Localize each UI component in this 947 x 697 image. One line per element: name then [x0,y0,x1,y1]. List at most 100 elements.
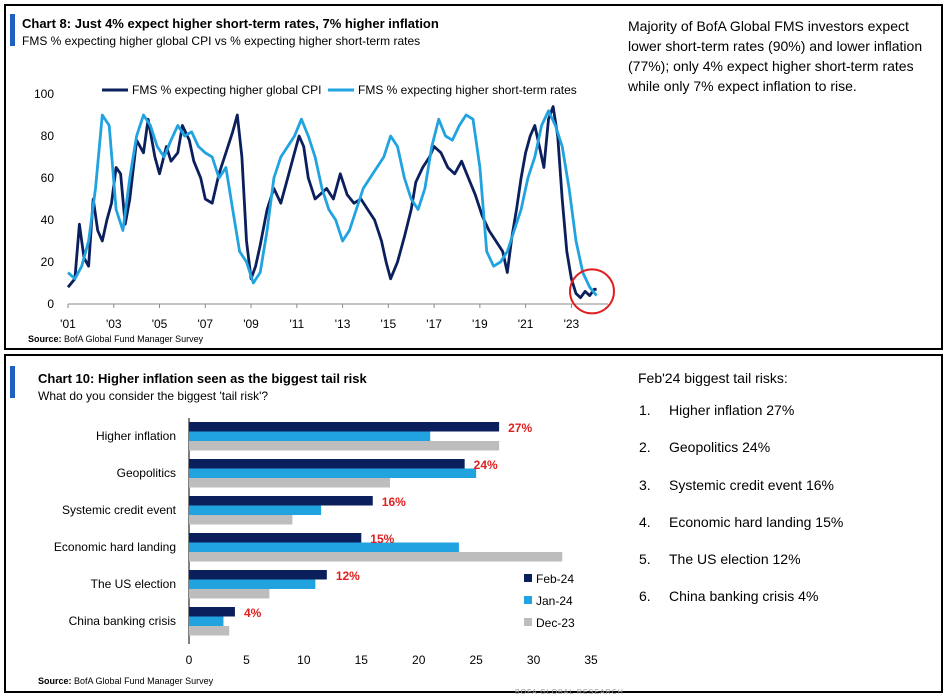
chart8-source: Source: BofA Global Fund Manager Survey [28,334,203,344]
x-tick-label: 30 [527,653,541,667]
tail-risk-item: 4. Economic hard landing 15% [639,514,929,551]
chart10-source: Source: BofA Global Fund Manager Survey [38,676,213,686]
x-tick-label: 20 [412,653,426,667]
highlight-circle [568,268,615,315]
y-tick-label: 40 [41,213,55,227]
category-label: Higher inflation [96,429,176,443]
data-label: 24% [474,458,498,472]
bar-feb-24 [189,422,500,432]
x-tick-label: '13 [335,317,351,331]
tail-risk-item: 2. Geopolitics 24% [639,439,929,476]
bar-dec-23 [189,478,390,488]
x-tick-label: '19 [472,317,488,331]
category-label: China banking crisis [69,614,176,628]
tail-risk-heading: Feb'24 biggest tail risks: [638,370,788,386]
x-tick-label: '23 [564,317,580,331]
bar-jan-24 [189,505,322,515]
bar-feb-24 [189,570,327,580]
x-tick-label: 0 [186,653,193,667]
chart10-title: Chart 10: Higher inflation seen as the b… [38,371,367,386]
x-tick-label: '03 [106,317,122,331]
chart8-source-label: Source: [28,334,62,344]
bar-jan-24 [189,431,431,441]
tail-risk-text: Higher inflation 27% [669,402,795,418]
data-label: 16% [382,495,406,509]
data-label: 4% [244,606,262,620]
x-tick-label: '11 [289,317,304,331]
chart8-commentary: Majority of BofA Global FMS investors ex… [628,18,923,94]
category-label: Economic hard landing [54,540,176,554]
data-label: 12% [336,569,360,583]
chart10-bar-chart: Higher inflation 27% Geopolitics 24% Systemi… [54,418,598,667]
y-tick-label: 20 [41,255,55,269]
chart8-accent-bar [10,14,15,46]
chart10-source-text: BofA Global Fund Manager Survey [74,676,214,686]
tail-risk-text: Economic hard landing 15% [669,513,844,530]
bar-dec-23 [189,441,500,451]
legend-label: Jan-24 [536,594,573,608]
y-tick-label: 0 [47,297,54,311]
legend-label: FMS % expecting higher short-term rates [358,83,577,97]
bar-feb-24 [189,607,235,617]
bar-jan-24 [189,542,459,552]
bar-jan-24 [189,579,316,589]
tail-risk-item: 5. The US election 12% [639,551,929,588]
x-tick-label: '15 [381,317,397,331]
bar-dec-23 [189,589,270,599]
y-tick-label: 60 [41,171,55,185]
x-tick-label: '07 [197,317,213,331]
data-label: 27% [508,421,532,435]
x-tick-label: '21 [518,317,534,331]
x-tick-label: 25 [469,653,483,667]
data-label: 15% [370,532,394,546]
tail-risk-list: 1. Higher inflation 27% 2. Geopolitics 24%… [639,402,929,626]
y-tick-label: 80 [41,129,55,143]
x-tick-label: 15 [355,653,369,667]
chart10-accent-bar [10,366,15,398]
tail-risk-number: 4. [639,513,651,530]
x-tick-label: '09 [243,317,259,331]
tail-risk-text: Systemic credit event 16% [669,476,834,493]
chart8-title: Chart 8: Just 4% expect higher short-ter… [22,16,439,31]
chart8-source-text: BofA Global Fund Manager Survey [64,334,204,344]
chart10-source-label: Source: [38,676,72,686]
x-tick-label: 35 [584,653,598,667]
x-tick-label: '17 [426,317,442,331]
bar-dec-23 [189,552,563,562]
chart10-subtitle: What do you consider the biggest 'tail r… [38,389,269,403]
legend-swatch [524,618,532,626]
legend-swatch [524,574,532,582]
chart8-subtitle: FMS % expecting higher global CPI vs % e… [22,34,421,48]
legend-swatch [524,596,532,604]
bar-feb-24 [189,496,373,506]
tail-risk-item: 6. China banking crisis 4% [639,588,929,625]
tail-risk-text: China banking crisis 4% [669,588,819,605]
bar-dec-23 [189,515,293,525]
tail-risk-text: The US election 12% [669,551,801,568]
legend-label: Dec-23 [536,616,575,630]
tail-risk-number: 1. [639,402,651,418]
category-label: Geopolitics [117,466,176,480]
tail-risk-item: 1. Higher inflation 27% [639,402,929,439]
tail-risk-number: 5. [639,551,651,568]
category-label: Systemic credit event [62,503,177,517]
x-tick-label: 5 [243,653,250,667]
tail-risk-number: 6. [639,588,651,605]
x-tick-label: 10 [297,653,311,667]
cpi-series-line [66,105,597,300]
tail-risk-text: Geopolitics 24% [669,439,771,456]
tail-risk-number: 3. [639,476,651,493]
footer-watermark: BOFA GLOBAL RESEARCH [515,689,624,696]
chart8-line-chart: 0 20 40 60 80 100 '01 '03 '05 '07 '09 '11 '13 '15 '17 '… [34,83,615,331]
bar-jan-24 [189,468,477,478]
chart10-panel: Chart 10: Higher inflation seen as the b… [4,354,943,693]
y-tick-label: 100 [34,87,54,101]
rates-series-line [67,109,598,297]
bar-feb-24 [189,459,465,469]
chart8-panel: Chart 8: Just 4% expect higher short-ter… [4,4,943,350]
bar-dec-23 [189,626,230,636]
legend-label: FMS % expecting higher global CPI [132,83,321,97]
legend-label: Feb-24 [536,572,574,586]
x-tick-label: '01 [60,317,76,331]
bar-feb-24 [189,533,362,543]
